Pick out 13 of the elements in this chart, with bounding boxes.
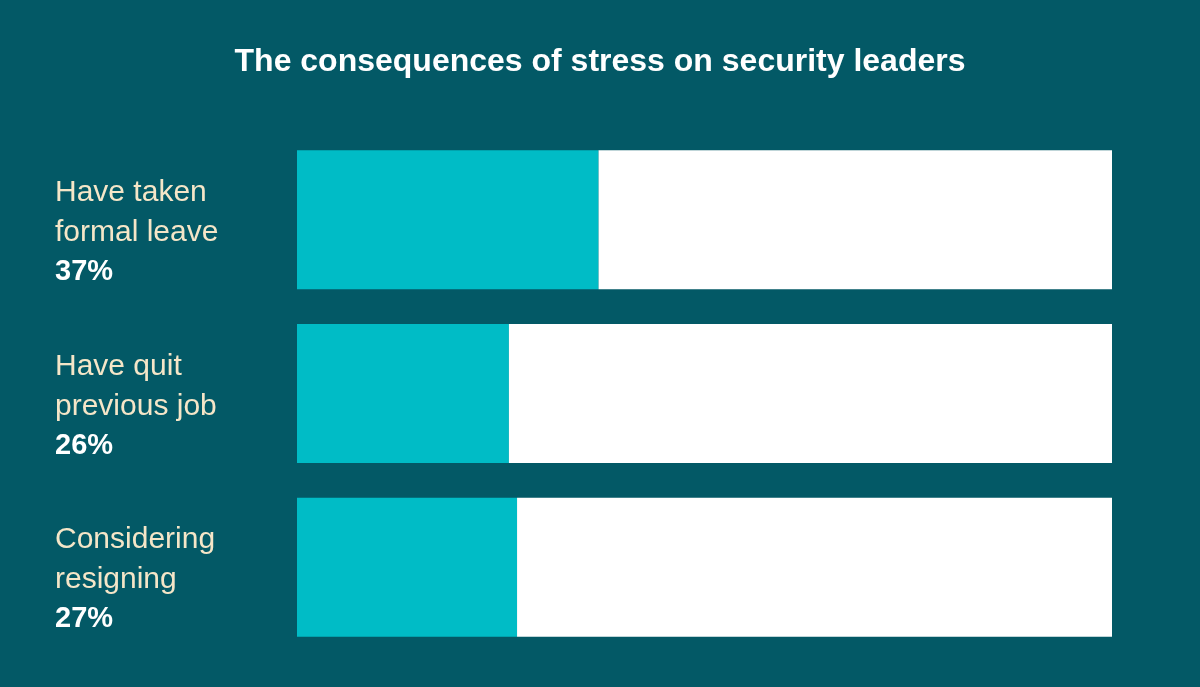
bar: [508, 324, 1112, 463]
y-tick-label: Have taken formal leave: [55, 173, 219, 247]
data-label: 37%: [55, 253, 114, 286]
bar: [297, 497, 518, 637]
y-tick-label: Considering resigning: [55, 521, 216, 595]
bar: [517, 497, 1112, 637]
bar: [297, 324, 509, 463]
chart-title: The consequences of stress on security leaders: [234, 42, 966, 78]
bar: [297, 150, 599, 290]
data-label: 26%: [55, 427, 114, 460]
bar: [598, 150, 1112, 290]
data-label: 27%: [55, 601, 114, 634]
y-tick-label: Have quit previous job: [55, 347, 217, 421]
